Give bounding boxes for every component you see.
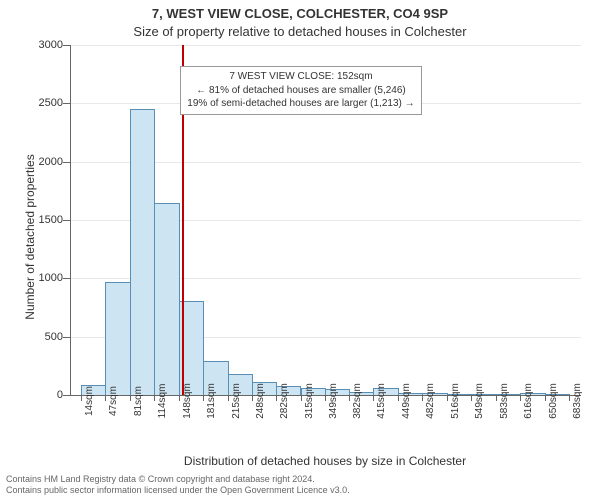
x-tick-label: 47sqm [108, 386, 119, 416]
x-tick-label: 215sqm [231, 383, 242, 419]
x-tick [228, 395, 229, 401]
y-tick [63, 45, 71, 46]
x-tick-label: 349sqm [328, 383, 339, 419]
x-tick-label: 248sqm [255, 383, 266, 419]
attribution-line2: Contains public sector information licen… [6, 485, 350, 495]
x-tick [496, 395, 497, 401]
x-tick-label: 415sqm [376, 383, 387, 419]
annotation-line1: 7 WEST VIEW CLOSE: 152sqm [187, 70, 414, 84]
x-tick [276, 395, 277, 401]
x-tick-label: 549sqm [474, 383, 485, 419]
y-tick-label: 3000 [23, 39, 63, 51]
x-tick [447, 395, 448, 401]
x-tick [81, 395, 82, 401]
chart-container: 7, WEST VIEW CLOSE, COLCHESTER, CO4 9SP … [0, 0, 600, 500]
attribution-text: Contains HM Land Registry data © Crown c… [6, 474, 350, 496]
x-tick [520, 395, 521, 401]
x-tick [130, 395, 131, 401]
y-tick-label: 500 [23, 331, 63, 343]
x-tick-label: 449sqm [401, 383, 412, 419]
histogram-bar [105, 282, 131, 395]
x-tick-label: 181sqm [206, 383, 217, 419]
x-tick [422, 395, 423, 401]
annotation-box: 7 WEST VIEW CLOSE: 152sqm← 81% of detach… [180, 66, 421, 115]
x-tick-label: 114sqm [157, 384, 168, 419]
x-tick-label: 14sqm [84, 386, 95, 416]
x-tick [105, 395, 106, 401]
x-tick [349, 395, 350, 401]
y-tick [63, 103, 71, 104]
histogram-bar [154, 203, 180, 395]
y-tick [63, 220, 71, 221]
x-tick [203, 395, 204, 401]
x-tick-label: 482sqm [425, 383, 436, 419]
x-tick [373, 395, 374, 401]
x-tick [179, 395, 180, 401]
x-tick-label: 616sqm [523, 383, 534, 419]
attribution-line1: Contains HM Land Registry data © Crown c… [6, 474, 315, 484]
y-tick [63, 395, 71, 396]
y-tick-label: 0 [23, 389, 63, 401]
y-tick [63, 337, 71, 338]
annotation-line2: ← 81% of detached houses are smaller (5,… [187, 84, 414, 98]
x-tick-label: 382sqm [352, 383, 363, 419]
histogram-bar [130, 109, 155, 395]
x-tick-label: 81sqm [133, 386, 144, 416]
y-tick [63, 278, 71, 279]
x-tick [398, 395, 399, 401]
chart-title-line2: Size of property relative to detached ho… [0, 24, 600, 39]
chart-title-line1: 7, WEST VIEW CLOSE, COLCHESTER, CO4 9SP [0, 6, 600, 21]
grid-line [71, 45, 581, 46]
x-tick [154, 395, 155, 401]
x-tick [325, 395, 326, 401]
y-tick-label: 1000 [23, 272, 63, 284]
y-tick [63, 162, 71, 163]
x-tick [252, 395, 253, 401]
x-tick [545, 395, 546, 401]
x-tick [301, 395, 302, 401]
x-tick-label: 683sqm [572, 383, 583, 419]
y-tick-label: 2500 [23, 97, 63, 109]
plot-area: 05001000150020002500300014sqm47sqm81sqm1… [70, 45, 581, 396]
y-tick-label: 2000 [23, 156, 63, 168]
x-tick-label: 315sqm [304, 383, 315, 419]
x-tick-label: 583sqm [499, 383, 510, 419]
x-tick [471, 395, 472, 401]
y-tick-label: 1500 [23, 214, 63, 226]
x-tick-label: 650sqm [548, 383, 559, 419]
x-tick-label: 516sqm [450, 383, 461, 419]
x-axis-title: Distribution of detached houses by size … [60, 454, 590, 468]
x-tick [569, 395, 570, 401]
annotation-line3: 19% of semi-detached houses are larger (… [187, 97, 414, 111]
x-tick-label: 282sqm [279, 383, 290, 419]
